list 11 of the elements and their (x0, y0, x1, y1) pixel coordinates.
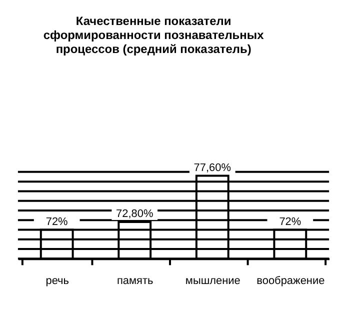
x-tick-label: речь (46, 275, 70, 288)
data-label: 72% (46, 216, 68, 228)
text: процессов (средний показатель) (56, 42, 252, 56)
data-label: 72,80% (116, 208, 154, 220)
text: сформированности познавательных (43, 28, 264, 42)
text: Качественные показатели (76, 14, 232, 28)
x-tick-label: воображение (256, 275, 325, 288)
x-tick-label: мышление (185, 275, 240, 288)
data-label: 72% (279, 216, 302, 228)
data-label: 77,60% (194, 162, 232, 174)
x-tick-label: память (117, 275, 154, 288)
